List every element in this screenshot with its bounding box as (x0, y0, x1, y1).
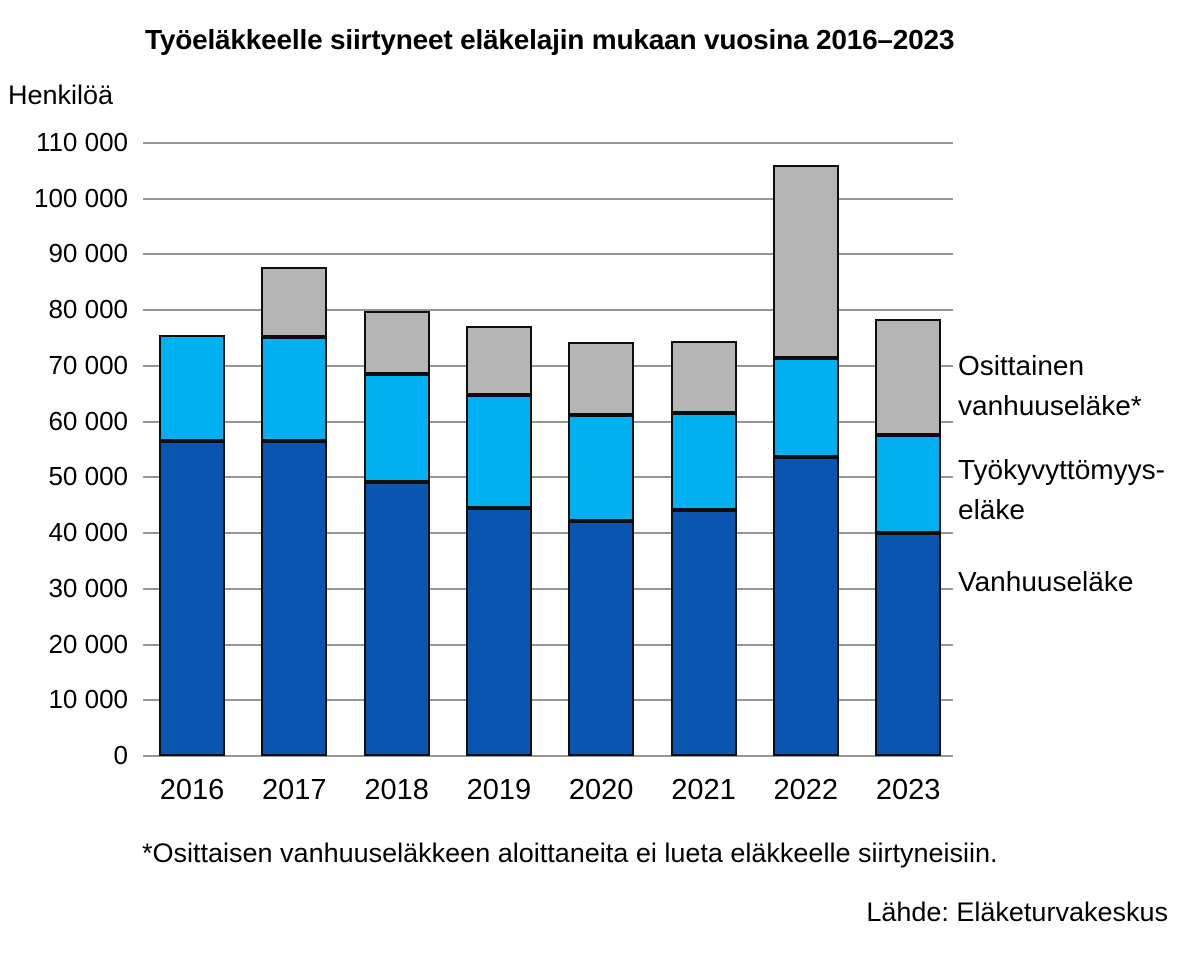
gridline-y-20000 (143, 643, 953, 646)
bar-2020-vanhuusel-ke (568, 521, 635, 756)
gridline-y-60000 (143, 420, 953, 423)
bar-2021-osittainen-vanhuusel-ke- (670, 340, 737, 413)
y-tick-label-80000: 80 000 (48, 294, 128, 325)
x-tick-label-2017: 2017 (262, 774, 327, 806)
bar-2017-ty-kyvytt-myysel-ke (261, 336, 328, 442)
legend-label-line: vanhuuseläke* (958, 390, 1142, 421)
gridline-y-0 (143, 755, 953, 757)
gridline-y-80000 (143, 309, 953, 312)
bar-2016-ty-kyvytt-myysel-ke (159, 335, 225, 441)
x-tick-label-2019: 2019 (466, 774, 532, 806)
y-tick-label-0: 0 (113, 740, 128, 770)
y-tick-label-60000: 60 000 (48, 405, 128, 436)
legend-item-tyokyvyttomyyselake: Työkyvyttömyys- eläke (958, 450, 1165, 530)
y-tick-label-100000: 100 000 (34, 182, 128, 213)
bar-2017-osittainen-vanhuusel-ke- (261, 267, 328, 337)
chart-title: Työeläkkeelle siirtyneet eläkelajin muka… (145, 24, 955, 55)
bar-2017-vanhuusel-ke (261, 441, 328, 756)
bar-2023-osittainen-vanhuusel-ke- (875, 319, 942, 435)
bar-2021-ty-kyvytt-myysel-ke (670, 412, 737, 510)
footnote: *Osittaisen vanhuuseläkkeen aloittaneita… (142, 838, 998, 868)
bar-2020-osittainen-vanhuusel-ke- (568, 341, 635, 415)
x-tick-label-2023: 2023 (875, 774, 941, 806)
x-tick-label-2016: 2016 (159, 774, 225, 806)
gridline-y-90000 (143, 253, 953, 256)
bar-2022-vanhuusel-ke (772, 456, 839, 756)
bar-2020-ty-kyvytt-myysel-ke (568, 414, 635, 522)
x-tick-label-2020: 2020 (568, 774, 634, 806)
legend-label-line: eläke (958, 494, 1025, 525)
y-tick-label-70000: 70 000 (48, 349, 128, 380)
x-tick-label-2022: 2022 (773, 774, 839, 806)
gridline-y-10000 (143, 699, 953, 702)
bar-2016-vanhuusel-ke (159, 440, 225, 756)
source-attribution: Lähde: Eläketurvakeskus (866, 897, 1168, 927)
y-tick-label-50000: 50 000 (48, 461, 128, 492)
bar-2018-ty-kyvytt-myysel-ke (363, 373, 430, 483)
gridline-y-40000 (143, 532, 953, 535)
bar-2023-ty-kyvytt-myysel-ke (875, 435, 942, 534)
y-tick-label-20000: 20 000 (48, 628, 128, 659)
bar-2019-osittainen-vanhuusel-ke- (465, 325, 532, 395)
x-tick-label-2018: 2018 (364, 774, 429, 806)
y-tick-label-10000: 10 000 (48, 684, 128, 715)
y-tick-label-90000: 90 000 (48, 238, 128, 269)
legend-label-line: Vanhuuseläke (958, 566, 1134, 597)
bar-2019-ty-kyvytt-myysel-ke (465, 394, 532, 508)
gridline-y-30000 (143, 587, 953, 590)
gridline-y-50000 (143, 476, 953, 479)
legend-item-vanhuuselake: Vanhuuseläke (958, 562, 1133, 602)
legend-label-line: Osittainen (958, 350, 1085, 381)
y-axis-title: Henkilöä (8, 80, 114, 110)
gridline-y-110000 (143, 142, 953, 144)
y-tick-label-40000: 40 000 (48, 517, 128, 548)
bar-2018-osittainen-vanhuusel-ke- (363, 311, 430, 374)
bar-2019-vanhuusel-ke (465, 508, 532, 756)
gridline-y-70000 (143, 364, 953, 367)
legend-item-osittainen-vanhuuselake: Osittainen vanhuuseläke* (958, 346, 1142, 426)
bar-2021-vanhuusel-ke (670, 509, 737, 756)
bar-2023-vanhuusel-ke (875, 533, 942, 756)
bar-2022-ty-kyvytt-myysel-ke (772, 357, 839, 457)
y-tick-label-30000: 30 000 (48, 572, 128, 603)
bar-2022-osittainen-vanhuusel-ke- (772, 164, 839, 358)
bar-2018-vanhuusel-ke (363, 482, 430, 756)
x-tick-label-2021: 2021 (671, 774, 736, 806)
y-tick-label-110000: 110 000 (35, 127, 128, 157)
legend-label-line: Työkyvyttömyys- (958, 454, 1165, 485)
gridline-y-100000 (143, 197, 953, 200)
